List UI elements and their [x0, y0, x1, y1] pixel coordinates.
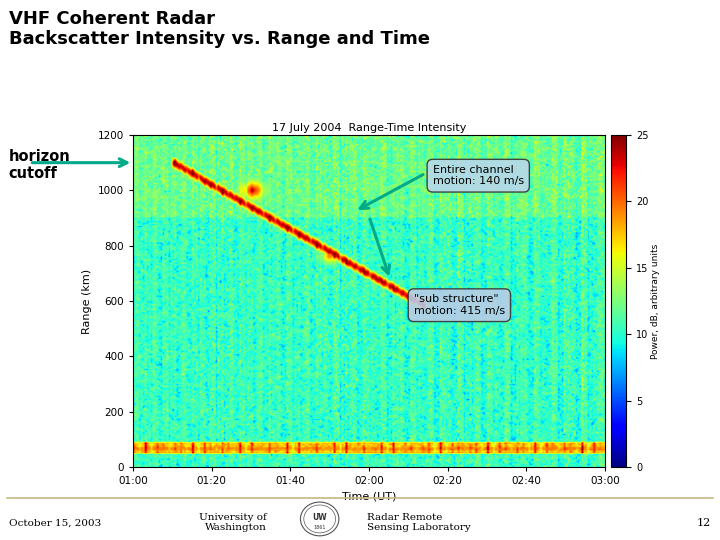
X-axis label: Time (UT): Time (UT): [342, 492, 396, 502]
Y-axis label: Power, dB, arbitrary units: Power, dB, arbitrary units: [652, 244, 660, 359]
Text: University of
Washington: University of Washington: [199, 513, 266, 532]
Text: "sub structure"
motion: 415 m/s: "sub structure" motion: 415 m/s: [414, 294, 505, 316]
Text: horizon
cutoff: horizon cutoff: [9, 148, 71, 181]
Title: 17 July 2004  Range-Time Intensity: 17 July 2004 Range-Time Intensity: [272, 123, 466, 133]
Text: 1861: 1861: [313, 524, 326, 530]
Text: Backscatter Intensity vs. Range and Time: Backscatter Intensity vs. Range and Time: [9, 30, 430, 48]
Y-axis label: Range (km): Range (km): [82, 268, 92, 334]
Text: 12: 12: [697, 518, 711, 528]
Text: UW: UW: [312, 512, 327, 522]
Text: VHF Coherent Radar: VHF Coherent Radar: [9, 10, 215, 28]
Text: Entire channel
motion: 140 m/s: Entire channel motion: 140 m/s: [433, 165, 523, 186]
Text: Radar Remote
Sensing Laboratory: Radar Remote Sensing Laboratory: [367, 513, 471, 532]
Text: October 15, 2003: October 15, 2003: [9, 518, 101, 527]
